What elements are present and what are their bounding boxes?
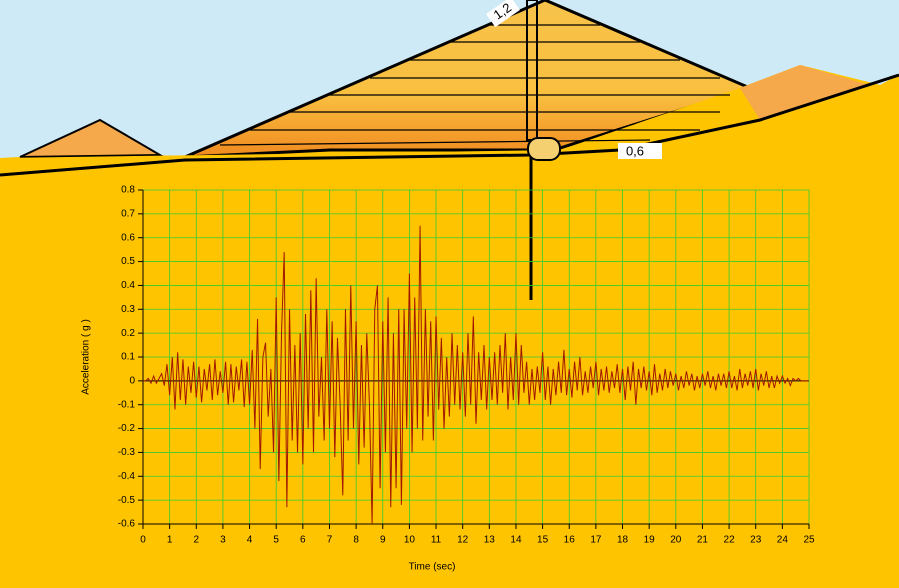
x-tick-label: 23 [750, 535, 762, 546]
x-tick-label: 10 [404, 535, 416, 546]
y-tick-label: -0.1 [118, 399, 136, 410]
x-tick-label: 15 [537, 535, 549, 546]
series-line [143, 225, 809, 525]
annotation-box [486, 0, 520, 28]
y-tick-label: 0.6 [121, 232, 135, 243]
x-tick-label: 5 [273, 535, 279, 546]
x-tick-label: 16 [564, 535, 576, 546]
x-tick-label: 0 [140, 535, 146, 546]
annotation: 0,6 [626, 143, 644, 158]
x-tick-label: 8 [353, 535, 359, 546]
x-tick-label: 11 [431, 535, 442, 546]
y-tick-label: 0.5 [121, 256, 135, 267]
plot: 0 1 2 3 4 5 6 7 8 9 10 11 12 13 14 15 16 17 18 19 20 21 22 23 24… [118, 185, 815, 546]
x-tick-label: 21 [697, 535, 709, 546]
y-tick-label: -0.2 [118, 423, 136, 434]
y-tick-label: -0.3 [118, 447, 136, 458]
x-tick-label: 2 [193, 535, 199, 546]
x-tick-label: 18 [617, 535, 629, 546]
right-hill-top [740, 65, 870, 120]
y-tick-label: 0.4 [121, 280, 135, 291]
annotation-box [618, 143, 662, 159]
y-tick-label: 0.2 [121, 328, 135, 339]
x-tick-label: 9 [380, 535, 386, 546]
right-hill [0, 65, 899, 588]
y-tick-label: -0.6 [118, 519, 136, 530]
x-tick-label: 17 [590, 535, 602, 546]
dam-layers [219, 24, 730, 146]
x-tick-label: 14 [510, 535, 522, 546]
x-tick-label: 25 [803, 535, 815, 546]
y-tick-label: -0.4 [118, 471, 136, 482]
left-hill [19, 118, 164, 158]
x-tick-label: 6 [300, 535, 306, 546]
x-tick-label: 4 [247, 535, 253, 546]
y-tick-label: 0.7 [121, 208, 135, 219]
x-tick-label: 13 [484, 535, 496, 546]
x-tick-label: 22 [724, 535, 736, 546]
x-axis-label: Time (sec) [409, 562, 456, 573]
x-tick-label: 20 [670, 535, 682, 546]
x-tick-label: 19 [644, 535, 656, 546]
sky [0, 0, 899, 158]
ground-line [0, 73, 899, 177]
y-tick-label: 0.1 [121, 352, 135, 363]
x-tick-label: 12 [457, 535, 469, 546]
x-tick-label: 1 [167, 535, 173, 546]
y-tick-label: 0 [129, 375, 135, 386]
y-tick-label: 0.8 [121, 185, 135, 196]
y-axis-label: Acceleration ( g ) [81, 319, 92, 395]
y-tick-label: -0.5 [118, 495, 136, 506]
x-tick-label: 24 [777, 535, 789, 546]
y-tick-label: 0.3 [121, 304, 135, 315]
x-tick-label: 3 [220, 535, 226, 546]
gallery [527, 137, 561, 161]
x-tick-label: 7 [327, 535, 333, 546]
